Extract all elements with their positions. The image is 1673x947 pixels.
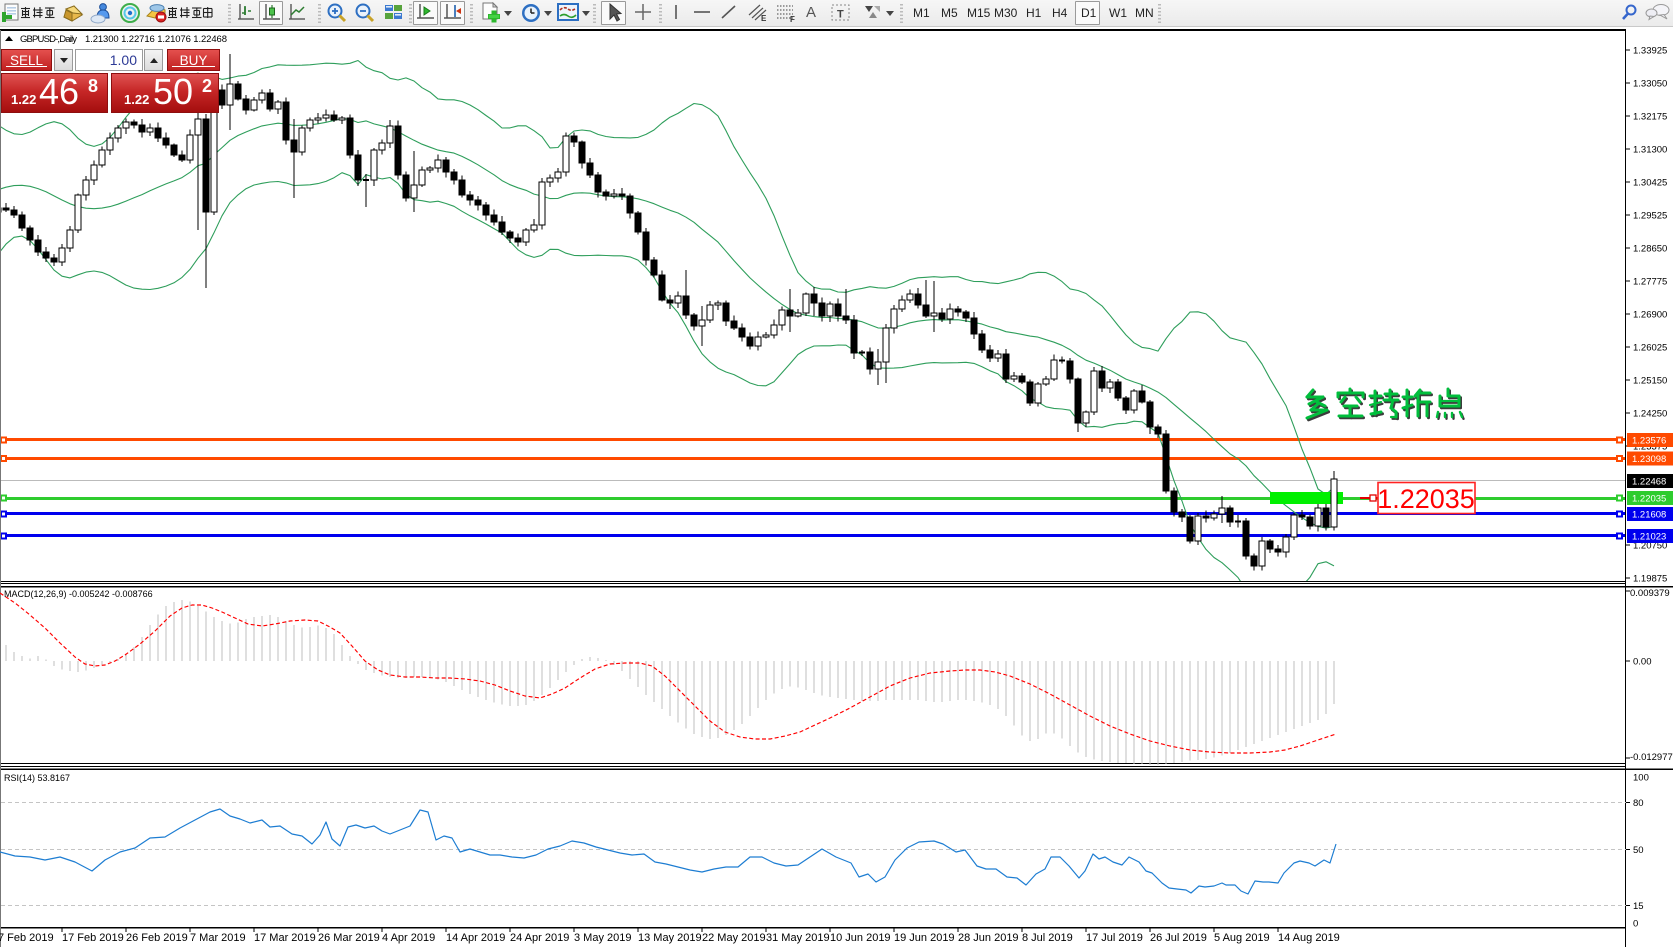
svg-text:-0.012977: -0.012977 xyxy=(1630,752,1673,763)
svg-text:14 Aug 2019: 14 Aug 2019 xyxy=(1278,932,1340,944)
svg-text:1.20750: 1.20750 xyxy=(1633,541,1667,552)
svg-text:7 Feb 2019: 7 Feb 2019 xyxy=(0,932,54,944)
svg-text:E: E xyxy=(761,14,767,23)
svg-text:1.21300 1.22716 1.21076 1.2246: 1.21300 1.22716 1.21076 1.22468 xyxy=(85,34,227,45)
svg-text:5 Aug 2019: 5 Aug 2019 xyxy=(1214,932,1270,944)
svg-text:13 May 2019: 13 May 2019 xyxy=(638,932,702,944)
svg-text:14 Apr 2019: 14 Apr 2019 xyxy=(446,932,505,944)
svg-text:1.22035: 1.22035 xyxy=(1632,494,1666,505)
svg-text:1.33925: 1.33925 xyxy=(1633,46,1667,57)
svg-text:10 Jun 2019: 10 Jun 2019 xyxy=(830,932,891,944)
svg-text:T: T xyxy=(837,9,844,21)
svg-text:1.31300: 1.31300 xyxy=(1633,145,1667,156)
svg-text:F: F xyxy=(790,15,795,23)
svg-text:26 Feb 2019: 26 Feb 2019 xyxy=(126,932,188,944)
svg-text:19 Jun 2019: 19 Jun 2019 xyxy=(894,932,955,944)
svg-text:1.32175: 1.32175 xyxy=(1633,112,1667,123)
svg-text:7 Mar 2019: 7 Mar 2019 xyxy=(190,932,246,944)
svg-text:0.009379: 0.009379 xyxy=(1630,588,1670,599)
svg-text:1.26025: 1.26025 xyxy=(1633,343,1667,354)
svg-text:26 Mar 2019: 26 Mar 2019 xyxy=(318,932,380,944)
svg-text:17 Mar 2019: 17 Mar 2019 xyxy=(254,932,316,944)
svg-text:RSI(14) 53.8167: RSI(14) 53.8167 xyxy=(4,773,70,783)
svg-text:1.28650: 1.28650 xyxy=(1633,244,1667,255)
svg-text:1.29525: 1.29525 xyxy=(1633,211,1667,222)
svg-text:1.24250: 1.24250 xyxy=(1633,409,1667,420)
svg-text:0.00: 0.00 xyxy=(1633,657,1652,668)
svg-text:1.22035: 1.22035 xyxy=(1377,484,1475,514)
svg-text:1.21608: 1.21608 xyxy=(1632,510,1666,521)
svg-text:28 Jun 2019: 28 Jun 2019 xyxy=(958,932,1019,944)
svg-text:1.25150: 1.25150 xyxy=(1633,376,1667,387)
svg-text:1.26900: 1.26900 xyxy=(1633,310,1667,321)
svg-text:1.23576: 1.23576 xyxy=(1632,436,1666,447)
svg-text:100: 100 xyxy=(1633,773,1649,784)
svg-text:3 May 2019: 3 May 2019 xyxy=(574,932,631,944)
svg-text:1.19875: 1.19875 xyxy=(1633,574,1667,585)
svg-text:1.22468: 1.22468 xyxy=(1632,477,1666,488)
svg-text:GBPUSD-,Daily: GBPUSD-,Daily xyxy=(20,34,77,45)
svg-text:24 Apr 2019: 24 Apr 2019 xyxy=(510,932,569,944)
svg-text:17 Feb 2019: 17 Feb 2019 xyxy=(62,932,124,944)
svg-text:15: 15 xyxy=(1633,901,1644,912)
svg-text:22 May 2019: 22 May 2019 xyxy=(702,932,766,944)
svg-text:1.27775: 1.27775 xyxy=(1633,277,1667,288)
svg-text:1.30425: 1.30425 xyxy=(1633,178,1667,189)
svg-text:0: 0 xyxy=(1633,919,1638,930)
svg-text:26 Jul 2019: 26 Jul 2019 xyxy=(1150,932,1207,944)
svg-text:50: 50 xyxy=(1633,845,1644,856)
svg-text:31 May 2019: 31 May 2019 xyxy=(766,932,830,944)
svg-text:1.23098: 1.23098 xyxy=(1632,454,1666,465)
svg-text:1.33050: 1.33050 xyxy=(1633,79,1667,90)
svg-text:17 Jul 2019: 17 Jul 2019 xyxy=(1086,932,1143,944)
svg-text:1.21023: 1.21023 xyxy=(1632,532,1666,543)
svg-text:MACD(12,26,9) -0.005242 -0.008: MACD(12,26,9) -0.005242 -0.008766 xyxy=(4,589,153,599)
svg-text:4 Apr 2019: 4 Apr 2019 xyxy=(382,932,435,944)
svg-text:8 Jul 2019: 8 Jul 2019 xyxy=(1022,932,1073,944)
svg-text:80: 80 xyxy=(1633,798,1644,809)
